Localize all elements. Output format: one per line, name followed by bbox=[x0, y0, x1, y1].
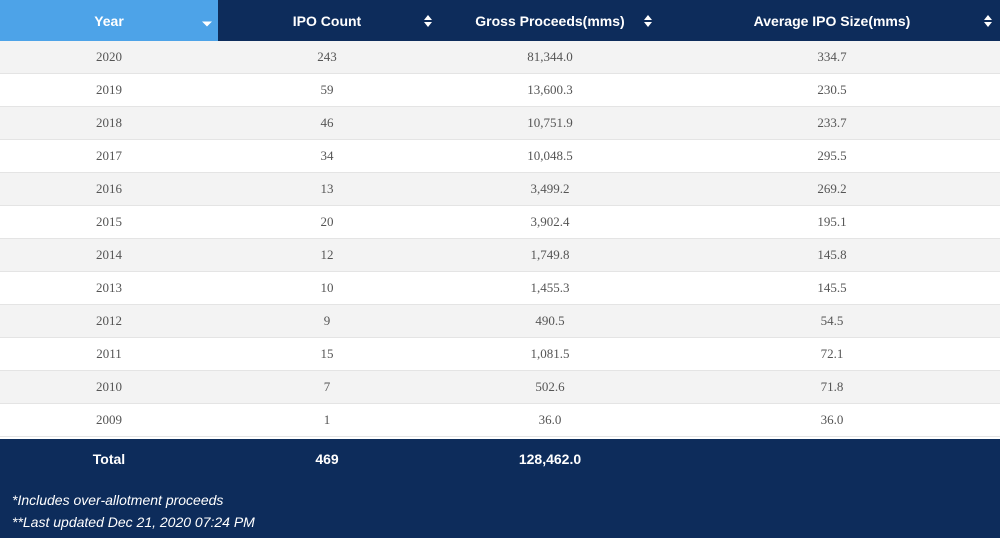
ipo-count-column-header[interactable]: IPO Count bbox=[218, 0, 436, 41]
average-ipo-size-header-label: Average IPO Size(mms) bbox=[753, 12, 911, 29]
footnote-over-allotment: *Includes over-allotment proceeds bbox=[12, 492, 224, 508]
ipo-count-cell: 243 bbox=[317, 49, 337, 64]
sort-both-icon bbox=[644, 14, 652, 27]
footnote-last-updated: **Last updated Dec 21, 2020 07:24 PM bbox=[12, 514, 255, 530]
year-cell: 2009 bbox=[96, 412, 122, 427]
table-footer: Total 469 128,462.0 *Includes over-allot… bbox=[0, 439, 1000, 538]
average-ipo-size-cell: 145.5 bbox=[817, 280, 847, 295]
gross-proceeds-cell: 1,455.3 bbox=[530, 280, 570, 295]
table-row: 2010 7 502.6 71.8 bbox=[0, 371, 1000, 404]
gross-proceeds-cell: 502.6 bbox=[535, 379, 565, 394]
ipo-count-cell: 1 bbox=[323, 412, 331, 427]
table-row: 2011 15 1,081.5 72.1 bbox=[0, 338, 1000, 371]
table-row: 2017 34 10,048.5 295.5 bbox=[0, 140, 1000, 173]
average-ipo-size-cell: 145.8 bbox=[817, 247, 847, 262]
average-ipo-size-cell: 334.7 bbox=[817, 49, 847, 64]
table-row: 2015 20 3,902.4 195.1 bbox=[0, 206, 1000, 239]
ipo-count-cell: 59 bbox=[320, 82, 334, 97]
gross-proceeds-column-header[interactable]: Gross Proceeds(mms) bbox=[436, 0, 664, 41]
sort-descending-icon bbox=[202, 15, 212, 26]
gross-proceeds-cell: 81,344.0 bbox=[527, 49, 573, 64]
gross-proceeds-cell: 1,749.8 bbox=[530, 247, 570, 262]
average-ipo-size-cell: 269.2 bbox=[817, 181, 847, 196]
average-ipo-size-cell: 230.5 bbox=[817, 82, 847, 97]
year-header-label: Year bbox=[94, 12, 124, 29]
year-cell: 2013 bbox=[96, 280, 122, 295]
ipo-count-cell: 9 bbox=[323, 313, 331, 328]
table-row: 2018 46 10,751.9 233.7 bbox=[0, 107, 1000, 140]
ipo-count-cell: 15 bbox=[320, 346, 334, 361]
gross-proceeds-cell: 10,751.9 bbox=[527, 115, 573, 130]
average-ipo-size-cell: 295.5 bbox=[817, 148, 847, 163]
table-header: Year IPO Count Gross Proceeds(mms) Avera… bbox=[0, 0, 1000, 41]
year-cell: 2016 bbox=[96, 181, 122, 196]
average-ipo-size-cell: 72.1 bbox=[820, 346, 844, 361]
ipo-count-cell: 34 bbox=[320, 148, 334, 163]
year-cell: 2017 bbox=[96, 148, 122, 163]
year-cell: 2011 bbox=[96, 346, 122, 361]
average-ipo-size-cell: 233.7 bbox=[817, 115, 847, 130]
total-row: Total 469 128,462.0 bbox=[0, 439, 1000, 479]
year-cell: 2019 bbox=[96, 82, 122, 97]
ipo-count-cell: 20 bbox=[320, 214, 334, 229]
ipo-count-cell: 12 bbox=[320, 247, 334, 262]
year-cell: 2020 bbox=[96, 49, 122, 64]
table-row: 2012 9 490.5 54.5 bbox=[0, 305, 1000, 338]
table-row: 2020 243 81,344.0 334.7 bbox=[0, 41, 1000, 74]
table-row: 2009 1 36.0 36.0 bbox=[0, 404, 1000, 437]
table-row: 2019 59 13,600.3 230.5 bbox=[0, 74, 1000, 107]
ipo-count-cell: 46 bbox=[320, 115, 334, 130]
year-cell: 2012 bbox=[96, 313, 122, 328]
total-ipo-count: 469 bbox=[315, 451, 339, 467]
ipo-count-cell: 7 bbox=[323, 379, 331, 394]
gross-proceeds-cell: 13,600.3 bbox=[527, 82, 573, 97]
year-cell: 2014 bbox=[96, 247, 122, 262]
year-cell: 2010 bbox=[96, 379, 122, 394]
ipo-count-cell: 13 bbox=[320, 181, 334, 196]
gross-proceeds-cell: 10,048.5 bbox=[527, 148, 573, 163]
year-cell: 2018 bbox=[96, 115, 122, 130]
gross-proceeds-cell: 1,081.5 bbox=[530, 346, 570, 361]
total-gross-proceeds: 128,462.0 bbox=[518, 451, 582, 467]
total-label: Total bbox=[92, 451, 126, 467]
gross-proceeds-cell: 36.0 bbox=[538, 412, 562, 427]
sort-both-icon bbox=[984, 14, 992, 27]
table-row: 2014 12 1,749.8 145.8 bbox=[0, 239, 1000, 272]
ipo-count-cell: 10 bbox=[320, 280, 334, 295]
year-cell: 2015 bbox=[96, 214, 122, 229]
table-body: 2020 243 81,344.0 334.7 2019 59 13,600.3… bbox=[0, 41, 1000, 437]
gross-proceeds-header-label: Gross Proceeds(mms) bbox=[475, 12, 625, 29]
year-column-header[interactable]: Year bbox=[0, 0, 218, 41]
average-ipo-size-cell: 36.0 bbox=[820, 412, 844, 427]
gross-proceeds-cell: 490.5 bbox=[535, 313, 565, 328]
table-row: 2013 10 1,455.3 145.5 bbox=[0, 272, 1000, 305]
ipo-count-header-label: IPO Count bbox=[292, 12, 362, 29]
table-row: 2016 13 3,499.2 269.2 bbox=[0, 173, 1000, 206]
footnotes: *Includes over-allotment proceeds **Last… bbox=[0, 479, 1000, 533]
average-ipo-size-cell: 71.8 bbox=[820, 379, 844, 394]
average-ipo-size-cell: 54.5 bbox=[820, 313, 844, 328]
average-ipo-size-cell: 195.1 bbox=[817, 214, 847, 229]
gross-proceeds-cell: 3,499.2 bbox=[530, 181, 570, 196]
gross-proceeds-cell: 3,902.4 bbox=[530, 214, 570, 229]
sort-both-icon bbox=[424, 14, 432, 27]
average-ipo-size-column-header[interactable]: Average IPO Size(mms) bbox=[664, 0, 1000, 41]
